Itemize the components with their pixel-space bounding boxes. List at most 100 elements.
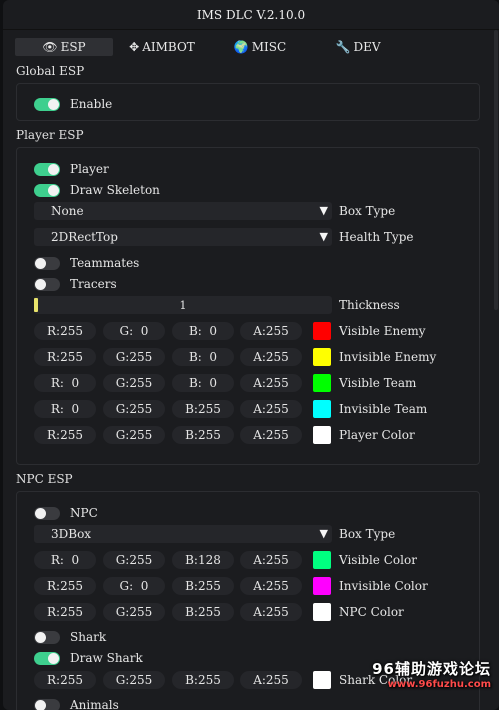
tab-label: ESP — [60, 40, 86, 54]
green-channel-input[interactable]: G:255 — [103, 400, 165, 418]
green-channel-input[interactable]: G:255 — [103, 603, 165, 621]
tab-esp[interactable]: 👁 ESP — [15, 38, 113, 56]
global-esp-header: Global ESP — [16, 64, 85, 78]
tab-misc[interactable]: 🌍 MISC — [211, 38, 309, 56]
color-swatch[interactable] — [313, 322, 331, 340]
tab-aimbot[interactable]: ✥ AIMBOT — [113, 38, 211, 56]
draw-skeleton-toggle-row[interactable]: Draw Skeleton — [34, 182, 160, 198]
tracers-toggle-row[interactable]: Tracers — [34, 276, 117, 292]
animals-toggle[interactable] — [34, 698, 60, 710]
green-channel-input[interactable]: G:255 — [103, 671, 165, 689]
green-channel-input[interactable]: G: 0 — [103, 577, 165, 595]
green-channel-input[interactable]: G:255 — [103, 551, 165, 569]
alpha-channel-input[interactable]: A:255 — [240, 671, 302, 689]
color-swatch[interactable] — [313, 374, 331, 392]
crosshair-icon: ✥ — [129, 40, 140, 54]
thickness-label: Thickness — [339, 298, 400, 312]
alpha-channel-input[interactable]: A:255 — [240, 322, 302, 340]
red-channel-input[interactable]: R: 0 — [34, 551, 96, 569]
player-label: Player — [70, 162, 109, 176]
globe-icon: 🌍 — [233, 40, 249, 54]
enable-toggle[interactable] — [34, 97, 60, 111]
alpha-channel-input[interactable]: A:255 — [240, 400, 302, 418]
blue-channel-input[interactable]: B:128 — [172, 551, 234, 569]
draw-shark-toggle-row[interactable]: Draw Shark — [34, 650, 143, 666]
red-channel-input[interactable]: R: 0 — [34, 400, 96, 418]
slider-grab-handle[interactable] — [34, 298, 38, 312]
alpha-channel-input[interactable]: A:255 — [240, 374, 302, 392]
thickness-slider[interactable]: 1 — [34, 296, 332, 314]
blue-channel-input[interactable]: B: 0 — [172, 348, 234, 366]
green-channel-input[interactable]: G:255 — [103, 426, 165, 444]
box-type-label: Box Type — [339, 204, 396, 218]
draw-shark-toggle[interactable] — [34, 651, 60, 665]
shark-toggle-row[interactable]: Shark — [34, 629, 106, 645]
red-channel-input[interactable]: R:255 — [34, 603, 96, 621]
color-label: Player Color — [339, 428, 415, 442]
teammates-toggle[interactable] — [34, 256, 60, 270]
green-channel-input[interactable]: G:255 — [103, 374, 165, 392]
tab-dev[interactable]: 🔧 DEV — [309, 38, 407, 56]
color-swatch[interactable] — [313, 348, 331, 366]
enable-toggle-row[interactable]: Enable — [34, 96, 112, 112]
watermark: 96辅助游戏论坛 www.96fuzhu.com — [372, 658, 491, 690]
tab-label: MISC — [251, 40, 287, 54]
watermark-url: www.96fuzhu.com — [387, 679, 491, 690]
triangle-down-icon[interactable]: ▼ — [319, 230, 328, 243]
health-type-value: 2DRectTop — [51, 230, 118, 244]
blue-channel-input[interactable]: B: 0 — [172, 322, 234, 340]
alpha-channel-input[interactable]: A:255 — [240, 551, 302, 569]
color-label: Visible Team — [339, 376, 417, 390]
alpha-channel-input[interactable]: A:255 — [240, 348, 302, 366]
triangle-down-icon[interactable]: ▼ — [319, 204, 328, 217]
health-type-select[interactable]: 2DRectTop ▼ — [34, 228, 332, 246]
enable-label: Enable — [70, 97, 113, 111]
green-channel-input[interactable]: G:255 — [103, 348, 165, 366]
blue-channel-input[interactable]: B:255 — [172, 603, 234, 621]
color-label: Invisible Enemy — [339, 350, 437, 364]
teammates-toggle-row[interactable]: Teammates — [34, 255, 139, 271]
alpha-channel-input[interactable]: A:255 — [240, 426, 302, 444]
triangle-down-icon[interactable]: ▼ — [319, 527, 328, 540]
wrench-icon: 🔧 — [335, 40, 351, 54]
color-label: Visible Enemy — [339, 324, 426, 338]
red-channel-input[interactable]: R:255 — [34, 322, 96, 340]
animals-toggle-row[interactable]: Animals — [34, 697, 119, 710]
health-type-label: Health Type — [339, 230, 414, 244]
color-swatch[interactable] — [313, 426, 331, 444]
color-swatch[interactable] — [313, 551, 331, 569]
red-channel-input[interactable]: R:255 — [34, 348, 96, 366]
tracers-label: Tracers — [70, 277, 117, 291]
player-toggle[interactable] — [34, 162, 60, 176]
tab-bar: 👁 ESP ✥ AIMBOT 🌍 MISC 🔧 DEV — [15, 38, 487, 56]
blue-channel-input[interactable]: B:255 — [172, 400, 234, 418]
alpha-channel-input[interactable]: A:255 — [240, 577, 302, 595]
draw-skeleton-toggle[interactable] — [34, 183, 60, 197]
red-channel-input[interactable]: R:255 — [34, 671, 96, 689]
blue-channel-input[interactable]: B: 0 — [172, 374, 234, 392]
box-type-select[interactable]: None ▼ — [34, 202, 332, 220]
npc-box-type-select[interactable]: 3DBox ▼ — [34, 525, 332, 543]
scrollbar[interactable] — [494, 30, 498, 310]
window-titlebar[interactable]: IMS DLC V.2.10.0 — [3, 0, 499, 30]
green-channel-input[interactable]: G: 0 — [103, 322, 165, 340]
shark-toggle[interactable] — [34, 630, 60, 644]
player-toggle-row[interactable]: Player — [34, 161, 109, 177]
color-label: Visible Color — [339, 553, 417, 567]
color-swatch[interactable] — [313, 603, 331, 621]
animals-label: Animals — [70, 698, 119, 710]
red-channel-input[interactable]: R: 0 — [34, 374, 96, 392]
npc-toggle-row[interactable]: NPC — [34, 505, 98, 521]
color-swatch[interactable] — [313, 577, 331, 595]
color-swatch[interactable] — [313, 400, 331, 418]
npc-toggle[interactable] — [34, 506, 60, 520]
red-channel-input[interactable]: R:255 — [34, 577, 96, 595]
player-esp-group: Player Draw Skeleton None ▼ Box Type 2DR… — [16, 147, 480, 465]
tracers-toggle[interactable] — [34, 277, 60, 291]
color-swatch[interactable] — [313, 671, 331, 689]
blue-channel-input[interactable]: B:255 — [172, 671, 234, 689]
alpha-channel-input[interactable]: A:255 — [240, 603, 302, 621]
blue-channel-input[interactable]: B:255 — [172, 426, 234, 444]
blue-channel-input[interactable]: B:255 — [172, 577, 234, 595]
red-channel-input[interactable]: R:255 — [34, 426, 96, 444]
